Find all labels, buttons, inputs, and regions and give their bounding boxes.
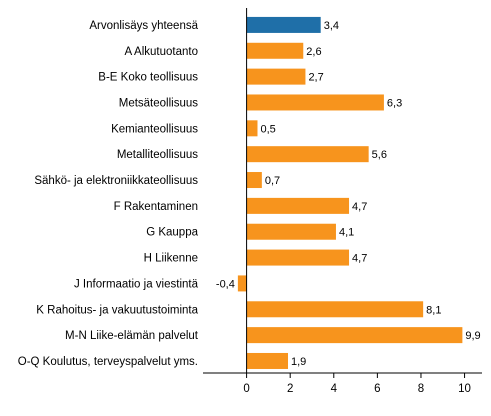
x-tick-label-2: 4 [331, 383, 338, 395]
value-label-4: 0,5 [260, 123, 275, 135]
x-tick-label-5: 10 [458, 383, 471, 395]
x-tick-label-4: 8 [418, 383, 424, 395]
bar-7 [246, 197, 350, 214]
value-label-9: 4,7 [352, 253, 367, 265]
bar-12 [246, 327, 463, 344]
bar-2 [246, 68, 306, 85]
value-label-1: 2,6 [306, 46, 321, 58]
bar-10 [237, 275, 247, 292]
category-label-3: Metsäteollisuus [119, 97, 199, 109]
category-label-12: M-N Liike-elämän palvelut [65, 330, 199, 342]
bar-0 [246, 16, 321, 33]
bar-4 [246, 120, 258, 137]
value-labels: 3,4 2,6 2,7 6,3 0,5 5,6 0,7 4,7 4,1 4,7 -0,4 8,1 9,9… [216, 20, 481, 368]
value-label-0: 3,4 [324, 20, 339, 32]
category-labels: Arvonlisäys yhteensä A Alkutuotanto B-E Ko… [18, 20, 199, 368]
x-tick-label-1: 2 [287, 383, 293, 395]
category-label-6: Sähkö- ja elektroniikkateollisuus [34, 175, 198, 187]
category-label-8: G Kauppa [146, 227, 198, 239]
bar-11 [246, 301, 424, 318]
value-label-6: 0,7 [265, 175, 280, 187]
category-label-0: Arvonlisäys yhteensä [89, 20, 198, 32]
bar-3 [246, 94, 384, 111]
x-tick-label-3: 6 [374, 383, 380, 395]
bars-group [237, 16, 463, 369]
value-label-7: 4,7 [352, 201, 367, 213]
category-label-1: A Alkutuotanto [124, 46, 198, 58]
bar-8 [246, 223, 336, 240]
value-label-13: 1,9 [291, 356, 306, 368]
value-label-3: 6,3 [387, 97, 402, 109]
category-label-4: Kemianteollisuus [111, 123, 198, 135]
value-label-12: 9,9 [465, 330, 480, 342]
category-label-10: J Informaatio ja viestintä [74, 278, 199, 290]
value-label-11: 8,1 [426, 304, 441, 316]
value-label-5: 5,6 [372, 149, 387, 161]
category-label-2: B-E Koko teollisuus [98, 72, 198, 84]
category-label-11: K Rahoitus- ja vakuutustoiminta [36, 304, 198, 316]
bar-5 [246, 146, 369, 163]
value-label-10: -0,4 [216, 278, 235, 290]
category-label-5: Metalliteollisuus [117, 149, 198, 161]
value-label-8: 4,1 [339, 227, 354, 239]
category-label-9: H Liikenne [144, 253, 198, 265]
value-label-2: 2,7 [308, 72, 323, 84]
bar-13 [246, 352, 289, 369]
bar-1 [246, 42, 304, 59]
axes-group: 0 2 4 6 8 10 [203, 8, 482, 395]
category-label-13: O-Q Koulutus, terveyspalvelut yms. [18, 356, 198, 368]
bar-6 [246, 172, 262, 189]
x-tick-label-0: 0 [243, 383, 249, 395]
bar-9 [246, 249, 350, 266]
category-label-7: F Rakentaminen [114, 201, 198, 213]
